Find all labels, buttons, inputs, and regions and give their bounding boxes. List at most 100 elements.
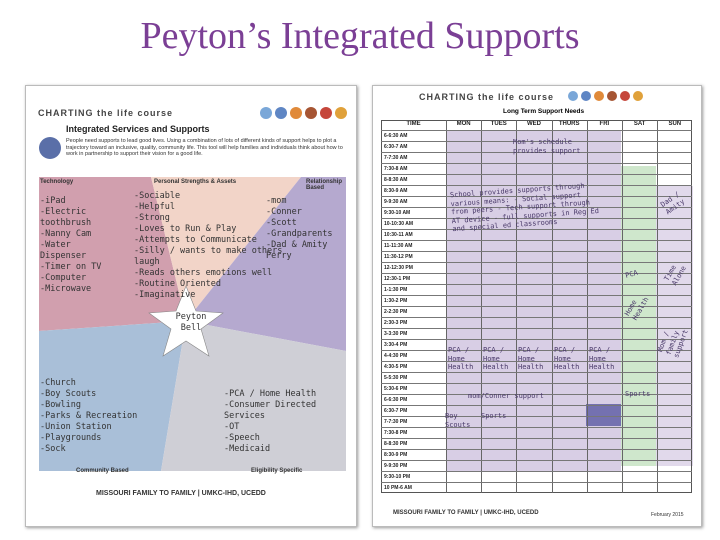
time-label: 12:30-1 PM (384, 276, 411, 282)
row-line (381, 273, 693, 274)
handwritten-item: -Medicaid (224, 444, 271, 454)
row-line (381, 339, 693, 340)
handwritten-item: -Water Dispenser (40, 240, 87, 261)
row-line (381, 449, 693, 450)
date: February 2015 (651, 512, 684, 518)
time-label: 2:30-3 PM (384, 320, 408, 326)
handwritten-item: -Reads others emotions well (134, 268, 273, 278)
time-label: 3-3:30 PM (384, 331, 408, 337)
row-line (381, 251, 693, 252)
section-label: Community Based (76, 468, 129, 474)
time-label: 10 PM-6 AM (384, 485, 412, 491)
row-line (381, 383, 693, 384)
time-label: 4-4:30 PM (384, 353, 408, 359)
handwritten-item: -Church (40, 378, 76, 388)
section-label: Personal Strengths & Assets (154, 179, 237, 185)
time-label: 7-7:30 AM (384, 155, 408, 161)
row-line (381, 471, 693, 472)
handwritten-item: -Nanny Cam (40, 229, 92, 239)
section-items: -PCA / Home Health -Consumer Directed Ser… (224, 389, 349, 455)
time-label: 4:30-5 PM (384, 364, 408, 370)
row-line (381, 152, 693, 153)
time-label: 7:30-8 AM (384, 166, 408, 172)
doc-heading: Long Term Support Needs (503, 108, 585, 115)
row-line (381, 130, 693, 131)
handwritten-item: -PCA / Home Health (224, 389, 317, 399)
row-line (381, 460, 693, 461)
time-label: 1-1:30 PM (384, 287, 408, 293)
handwritten-note: mom/Conner support (468, 392, 544, 400)
handwritten-note: PCA / Home Health (554, 346, 580, 371)
row-line (381, 141, 693, 142)
row-line (381, 328, 693, 329)
handwritten-item: -Loves to Run & Play (134, 224, 237, 234)
row-line (381, 482, 693, 483)
handwritten-item: -Speech (224, 433, 260, 443)
row-line (381, 317, 693, 318)
handwritten-note: PCA / Home Health (448, 346, 474, 371)
section-items: -Sociable -Helpful -Strong -Loves to Run & … (134, 191, 284, 301)
handwritten-item: -Microwave (40, 284, 92, 294)
section-items: -mom -Conner -Scott -Grandparents -Dad & Ami… (266, 196, 346, 262)
row-line (381, 438, 693, 439)
handwritten-item: -OT (224, 422, 240, 432)
row-line (381, 229, 693, 230)
handwritten-item: Perry (266, 251, 292, 261)
column-header: FRI (599, 121, 610, 127)
time-label: 3:30-4 PM (384, 342, 408, 348)
handwritten-note: Sports (481, 412, 507, 420)
star-diagram (39, 107, 347, 471)
time-label: 7-7:30 PM (384, 419, 408, 425)
row-line (381, 196, 693, 197)
row-line (381, 240, 693, 241)
row-line (381, 427, 693, 428)
time-label: 6:30-7 PM (384, 408, 408, 414)
row-line (381, 218, 693, 219)
time-label: 8-8:30 PM (384, 441, 408, 447)
handwritten-item: -Sock (40, 444, 66, 454)
section-items: -iPad -Electric toothbrush -Nanny Cam -Wate… (40, 196, 120, 295)
section-label: Eligibility Specific (251, 468, 303, 474)
column-header: TIME (406, 121, 421, 127)
column-header: MON (456, 121, 471, 127)
slide-title: Peyton’s Integrated Supports (140, 15, 580, 57)
handwritten-item: -Boy Scouts (40, 389, 97, 399)
section-label: Relationship Based (306, 179, 343, 191)
time-label: 8:30-9 PM (384, 452, 408, 458)
time-label: 11-11:30 AM (384, 243, 413, 249)
time-label: 5:30-6 PM (384, 386, 408, 392)
handwritten-item: -Strong (134, 213, 170, 223)
time-label: 9:30-10 AM (384, 210, 411, 216)
handwritten-item: -Electric toothbrush (40, 207, 92, 228)
handwritten-item: -Dad & Amity (266, 240, 328, 250)
column-header: THURS (558, 121, 580, 127)
footer: MISSOURI FAMILY TO FAMILY | UMKC-IHD, UC… (96, 490, 266, 497)
handwritten-item: -Union Station (40, 422, 112, 432)
handwritten-item: -Consumer Directed Services (224, 400, 317, 421)
row-line (381, 350, 693, 351)
row-line (381, 262, 693, 263)
row-line (381, 185, 693, 186)
brand: CHARTING the life course (419, 92, 555, 102)
row-line (381, 163, 693, 164)
time-label: 10:30-11 AM (384, 232, 413, 238)
time-label: 1:30-2 PM (384, 298, 408, 304)
time-label: 5-5:30 PM (384, 375, 408, 381)
time-label: 11:30-12 PM (384, 254, 413, 260)
handwritten-item: -Helpful (134, 202, 175, 212)
time-label: 8-8:30 AM (384, 177, 408, 183)
brand: CHARTING the life course (38, 108, 174, 118)
doc-heading: Integrated Services and Supports (66, 124, 210, 134)
row-line (381, 207, 693, 208)
integrated-supports-doc: CHARTING the life course Integrated Serv… (25, 85, 357, 527)
handwritten-item: -iPad (40, 196, 66, 206)
handwritten-item: -Timer on TV (40, 262, 102, 272)
column-header: SUN (668, 121, 682, 127)
support-needs-doc: CHARTING the life course Long Term Suppo… (372, 85, 702, 527)
handwritten-item: -mom (266, 196, 287, 206)
handwritten-item: -Computer (40, 273, 87, 283)
handwritten-item: -Bowling (40, 400, 81, 410)
row-line (381, 361, 693, 362)
handwritten-item: -Parks & Recreation (40, 411, 138, 421)
